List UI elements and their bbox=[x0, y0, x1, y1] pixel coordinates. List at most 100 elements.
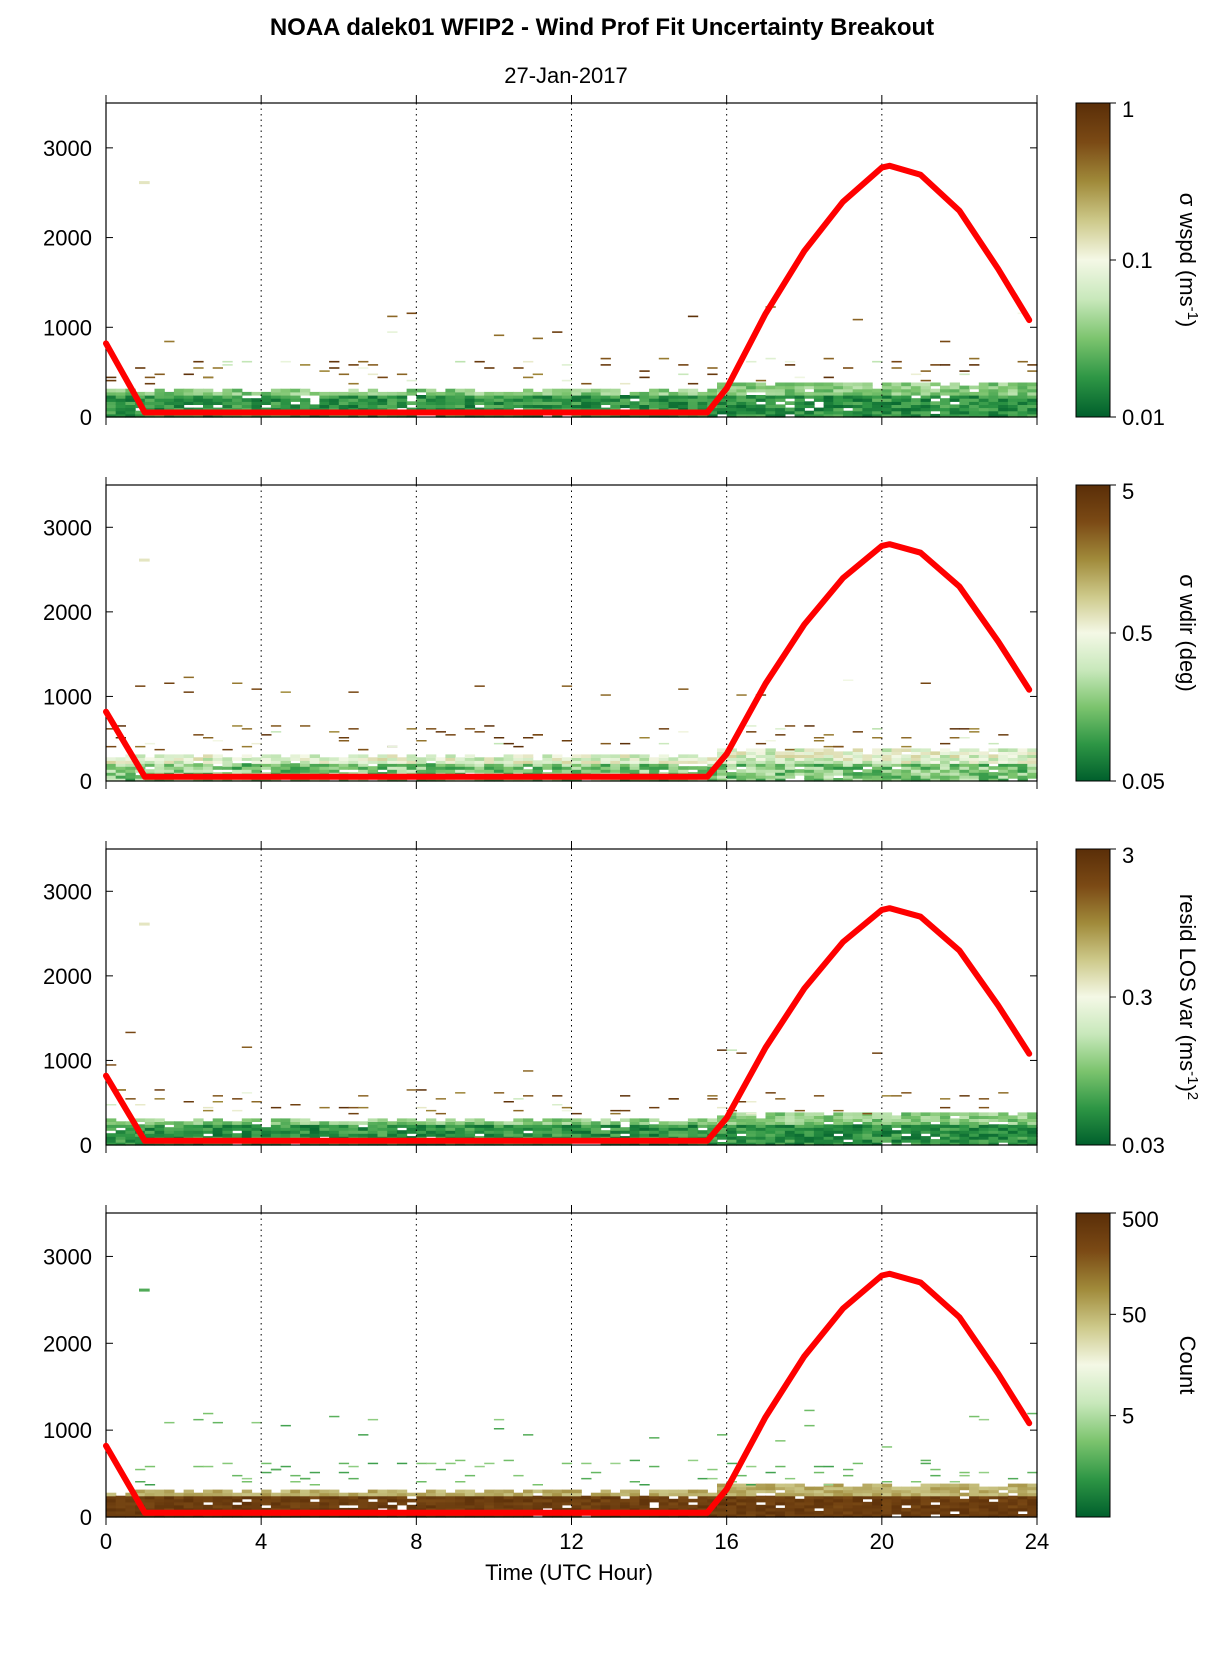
heatmap-cell bbox=[717, 1498, 728, 1503]
heatmap-cell bbox=[319, 1489, 330, 1494]
heatmap-cell bbox=[823, 1133, 834, 1137]
heatmap-cell bbox=[959, 1130, 970, 1134]
heatmap-cell bbox=[203, 395, 214, 399]
heatmap-cell bbox=[1027, 1112, 1038, 1116]
heatmap-cell bbox=[1027, 1136, 1038, 1140]
heatmap-cell bbox=[1007, 1507, 1019, 1512]
heatmap-cell bbox=[232, 1127, 243, 1131]
heatmap-cell bbox=[1007, 1118, 1019, 1122]
heatmap-cell bbox=[949, 763, 960, 767]
heatmap-cell bbox=[455, 404, 466, 409]
heatmap-cell bbox=[940, 766, 951, 770]
heatmap-cell bbox=[300, 757, 311, 761]
heatmap-cell bbox=[1007, 1139, 1019, 1143]
heatmap-cell bbox=[658, 728, 670, 730]
heatmap-cell bbox=[1017, 1489, 1028, 1494]
heatmap-cell bbox=[542, 1133, 553, 1137]
heatmap-cell bbox=[513, 367, 524, 369]
heatmap-cell bbox=[765, 1139, 776, 1143]
heatmap-cell bbox=[978, 404, 990, 409]
heatmap-cell bbox=[620, 769, 631, 773]
heatmap-cell bbox=[804, 763, 815, 767]
heatmap-cell bbox=[435, 1098, 446, 1100]
heatmap-cell bbox=[658, 1133, 670, 1137]
heatmap-cell bbox=[222, 760, 233, 764]
heatmap-cell bbox=[484, 413, 495, 418]
y-tick-label: 1000 bbox=[43, 1048, 92, 1073]
heatmap-cell bbox=[920, 1124, 931, 1128]
heatmap-cell bbox=[823, 775, 834, 779]
x-tick-label: 8 bbox=[410, 1529, 422, 1554]
heatmap-cell bbox=[164, 1130, 175, 1134]
heatmap-cell bbox=[222, 1462, 233, 1465]
heatmap-cell bbox=[600, 1121, 611, 1125]
heatmap-cell bbox=[813, 1501, 825, 1506]
heatmap-cell bbox=[106, 401, 117, 405]
heatmap-cell bbox=[755, 395, 767, 399]
heatmap-cell bbox=[212, 1133, 223, 1137]
heatmap-cell bbox=[978, 413, 990, 418]
heatmap-cell bbox=[1007, 757, 1019, 761]
heatmap-cell bbox=[949, 754, 960, 758]
heatmap-cell bbox=[697, 766, 708, 770]
heatmap-cell bbox=[406, 1121, 417, 1125]
heatmap-cell bbox=[959, 391, 970, 396]
heatmap-cell bbox=[125, 1130, 136, 1134]
heatmap-cell bbox=[658, 1504, 670, 1509]
heatmap-cell bbox=[949, 769, 960, 773]
heatmap-cell bbox=[183, 413, 194, 418]
heatmap-cell bbox=[435, 769, 446, 773]
heatmap-cell bbox=[959, 1139, 970, 1143]
heatmap-cell bbox=[901, 1118, 912, 1122]
heatmap-cell bbox=[542, 1501, 553, 1506]
heatmap-cell bbox=[969, 769, 980, 773]
heatmap-cell bbox=[144, 763, 156, 767]
heatmap-cell bbox=[212, 1421, 223, 1424]
heatmap-cell bbox=[784, 391, 796, 396]
heatmap-cell bbox=[455, 401, 466, 405]
heatmap-cell bbox=[804, 1121, 815, 1125]
heatmap-cell bbox=[949, 757, 960, 761]
heatmap-cell bbox=[416, 760, 427, 764]
heatmap-cell bbox=[891, 1115, 902, 1119]
heatmap-cell bbox=[649, 1514, 660, 1518]
heatmap-cell bbox=[891, 391, 902, 396]
heatmap-cell bbox=[139, 1288, 150, 1292]
heatmap-cell bbox=[726, 751, 737, 755]
heatmap-cell bbox=[348, 364, 359, 366]
heatmap-cell bbox=[329, 766, 340, 770]
heatmap-cell bbox=[261, 734, 272, 736]
heatmap-cell bbox=[154, 763, 165, 767]
heatmap-cell bbox=[784, 1130, 796, 1134]
heatmap-cell bbox=[367, 407, 379, 412]
heatmap-cell bbox=[222, 757, 233, 761]
heatmap-cell bbox=[978, 1498, 990, 1503]
heatmap-cell bbox=[620, 1504, 631, 1509]
heatmap-cell bbox=[765, 357, 776, 360]
heatmap-cell bbox=[474, 1504, 485, 1509]
heatmap-cell bbox=[668, 1121, 679, 1125]
heatmap-cell bbox=[416, 401, 427, 405]
heatmap-cell bbox=[416, 740, 427, 742]
heatmap-cell bbox=[203, 413, 214, 418]
heatmap-cell bbox=[988, 757, 999, 761]
heatmap-cell bbox=[435, 1498, 446, 1503]
heatmap-cell bbox=[193, 766, 204, 770]
heatmap-cell bbox=[1017, 407, 1028, 412]
heatmap-cell bbox=[600, 407, 611, 412]
heatmap-cell bbox=[765, 1130, 776, 1134]
heatmap-cell bbox=[843, 401, 854, 405]
heatmap-cell bbox=[396, 395, 408, 399]
heatmap-cell bbox=[872, 391, 883, 396]
heatmap-cell bbox=[930, 382, 941, 387]
heatmap-cell bbox=[406, 391, 417, 396]
heatmap-cell bbox=[629, 766, 640, 770]
heatmap-cell bbox=[949, 1501, 960, 1506]
heatmap-cell bbox=[823, 1498, 834, 1503]
heatmap-cell bbox=[338, 1124, 350, 1128]
heatmap-cell bbox=[775, 382, 786, 387]
heatmap-cell bbox=[396, 763, 408, 767]
heatmap-cell bbox=[726, 1115, 737, 1119]
heatmap-cell bbox=[542, 757, 553, 761]
heatmap-cell bbox=[746, 769, 757, 773]
